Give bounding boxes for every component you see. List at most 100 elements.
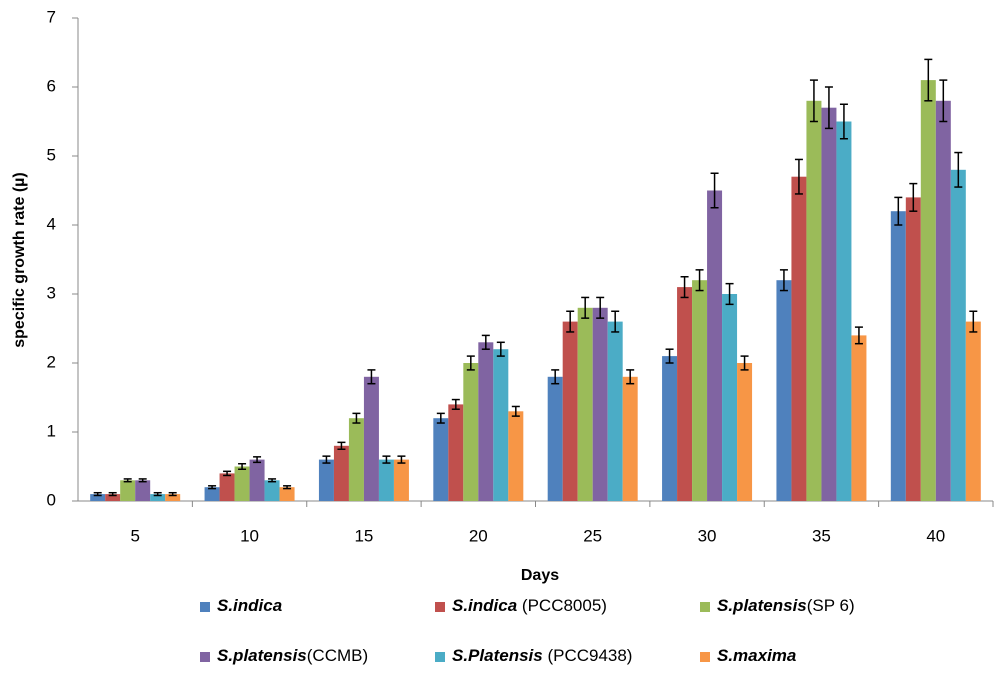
error-bar [924,58,933,102]
error-bar [496,341,505,357]
bar [165,494,181,501]
bar [90,494,106,501]
error-bar [322,455,331,464]
error-bar [969,310,978,333]
bar [851,335,867,501]
bar [204,487,220,501]
bar [135,480,151,501]
error-bar [238,462,247,471]
error-bar [123,478,132,483]
error-bar [138,478,147,483]
legend-label: S.Platensis (PCC9438) [452,646,632,665]
bar [562,321,578,501]
bar [722,294,738,501]
bar [692,280,708,501]
error-bar [824,86,833,130]
error-bar [367,369,376,385]
error-bar [665,348,674,364]
error-bar [680,276,689,299]
bar [105,494,121,501]
error-bar [611,310,620,333]
y-tick-label: 3 [47,283,56,302]
legend-swatch [700,652,710,662]
x-tick-label: 25 [583,526,602,545]
bar [478,342,494,501]
bar [622,376,638,501]
error-bar [710,172,719,209]
bar [935,100,951,502]
bar [791,176,807,501]
error-bar [283,485,292,490]
bar [677,287,693,501]
error-bar [854,326,863,345]
error-bar [581,296,590,319]
bar [433,418,449,501]
bar [448,404,464,501]
error-bar [566,310,575,333]
error-bar [93,491,102,497]
error-bar [268,478,277,483]
x-axis-title: Days [521,567,559,584]
legend-swatch [200,602,210,612]
error-bar [511,405,520,417]
bar [662,356,678,501]
error-bar [809,79,818,123]
bar [920,80,936,501]
bar [890,211,906,501]
error-bar [352,412,361,424]
y-tick-label: 2 [47,352,56,371]
bar [393,459,409,501]
error-bar [794,158,803,195]
bar [508,411,524,501]
legend-swatch [200,652,210,662]
error-bar [551,369,560,385]
y-tick-label: 7 [47,7,56,26]
error-bar [481,334,490,350]
error-bar [451,398,460,410]
error-bar [725,282,734,306]
bar [707,190,723,501]
error-bar [779,269,788,292]
legend-label: S.maxima [717,646,796,665]
bar [120,480,136,501]
error-bar [382,455,391,464]
bar [150,494,166,501]
bar [264,480,280,501]
x-tick-label: 10 [240,526,259,545]
y-tick-label: 1 [47,421,56,440]
bar [219,473,235,501]
bar [279,487,295,501]
x-tick-label: 5 [130,526,139,545]
error-bar [153,491,162,497]
bar [965,321,981,501]
bar [577,307,593,501]
legend-swatch [700,602,710,612]
y-tick-label: 6 [47,76,56,95]
error-bar [466,355,475,371]
x-tick-label: 30 [698,526,717,545]
error-bar [223,470,232,477]
legend-label: S.platensis(SP 6) [717,596,855,615]
x-tick-label: 40 [926,526,945,545]
y-tick-label: 4 [47,214,56,233]
bar [348,418,364,501]
error-bar [740,355,749,371]
error-bar [397,455,406,464]
error-bar [208,485,217,490]
error-bar [596,296,605,319]
legend-label: S.indica (PCC8005) [452,596,607,615]
bar [806,100,822,502]
bar [318,459,334,501]
bar [737,363,753,501]
error-bar [894,196,903,226]
bar [836,121,852,501]
bar [607,321,623,501]
bar [592,307,608,501]
y-tick-label: 0 [47,490,56,509]
bar [493,349,509,501]
bar [249,459,265,501]
error-bar [839,103,848,140]
legend-label: S.platensis(CCMB) [217,646,368,665]
legend-swatch [435,602,445,612]
y-axis-title: specific growth rate (µ) [11,172,28,347]
